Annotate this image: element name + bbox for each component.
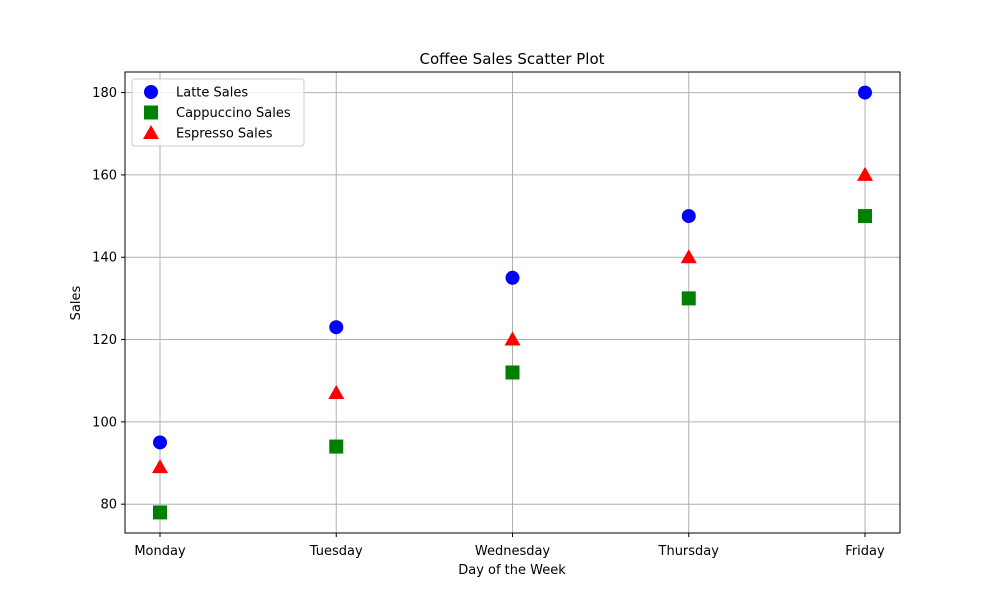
y-tick-label: 100	[92, 415, 117, 430]
legend-label-latte-sales: Latte Sales	[176, 86, 248, 101]
espresso-sales-point	[680, 249, 697, 264]
cappuccino-sales-point	[858, 209, 872, 224]
y-tick-label: 180	[92, 86, 117, 101]
latte-sales-point	[681, 209, 696, 224]
espresso-sales-point	[152, 459, 168, 474]
y-axis-label: Sales	[69, 285, 84, 320]
cappuccino-sales-point	[681, 291, 696, 306]
cappuccino-sales-point	[505, 365, 520, 380]
y-tick-label: 140	[92, 251, 117, 266]
x-tick-label: Wednesday	[475, 544, 551, 559]
x-tick-label: Thursday	[658, 544, 720, 559]
espresso-sales-point	[328, 385, 345, 400]
x-axis-label: Day of the Week	[458, 563, 566, 578]
espresso-sales-point	[857, 166, 873, 181]
legend-label-espresso-sales: Espresso Sales	[176, 127, 273, 142]
chart-title: Coffee Sales Scatter Plot	[419, 50, 604, 68]
y-tick-label: 120	[92, 333, 117, 348]
legend-marker-espresso-sales	[143, 125, 159, 139]
legend-marker-latte-sales	[144, 85, 158, 99]
y-tick-label: 160	[92, 168, 117, 183]
cappuccino-sales-point	[153, 505, 167, 520]
x-tick-label: Tuesday	[309, 544, 363, 559]
data-points	[152, 85, 873, 520]
legend-label-cappuccino-sales: Cappuccino Sales	[176, 106, 291, 121]
latte-sales-point	[858, 85, 872, 100]
legend-box	[131, 78, 305, 147]
cappuccino-sales-point	[329, 439, 344, 454]
x-tick-label: Monday	[134, 544, 186, 559]
legend-marker-cappuccino-sales	[144, 105, 158, 120]
x-tick-label: Friday	[845, 544, 885, 559]
legend: Latte Sales Cappuccino Sales Espresso Sale…	[131, 78, 305, 147]
espresso-sales-point	[504, 331, 521, 346]
latte-sales-point	[329, 320, 344, 335]
axis-ticks: Monday Tuesday Wednesday Thursday Friday 80 10…	[92, 86, 885, 559]
y-tick-label: 80	[100, 498, 117, 513]
latte-sales-point	[153, 435, 167, 450]
latte-sales-point	[505, 270, 520, 285]
